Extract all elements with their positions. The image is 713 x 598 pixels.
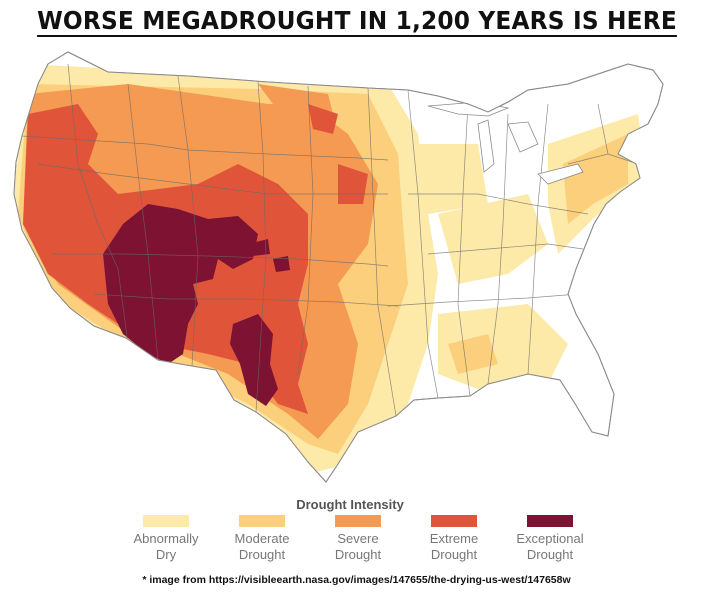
legend-title: Drought Intensity: [296, 497, 404, 512]
image-credit: * image from https://visibleearth.nasa.g…: [142, 574, 571, 586]
legend: Abnormally Dry Moderate Drought Severe D…: [118, 515, 598, 565]
legend-swatch: [527, 515, 573, 527]
legend-label: Extreme Drought: [429, 531, 479, 562]
legend-item-extreme-drought: Extreme Drought: [406, 515, 502, 565]
legend-swatch: [143, 515, 189, 527]
legend-item-exceptional-drought: Exceptional Drought: [502, 515, 598, 565]
exceptional-drought-areas: [103, 204, 290, 406]
legend-label: Exceptional Drought: [516, 531, 584, 562]
headline: WORSE MEGADROUGHT IN 1,200 YEARS IS HERE: [0, 6, 713, 37]
legend-swatch: [335, 515, 381, 527]
state-borders: [21, 63, 639, 417]
drought-map: [8, 44, 708, 484]
legend-label: Severe Drought: [334, 531, 382, 562]
legend-label: Moderate Drought: [234, 531, 290, 562]
drought-map-svg: [13, 51, 664, 483]
legend-label: Abnormally Dry: [133, 531, 199, 562]
headline-text: WORSE MEGADROUGHT IN 1,200 YEARS IS HERE: [36, 6, 677, 37]
legend-item-moderate-drought: Moderate Drought: [214, 515, 310, 565]
legend-item-severe-drought: Severe Drought: [310, 515, 406, 565]
legend-swatch: [239, 515, 285, 527]
legend-swatch: [431, 515, 477, 527]
legend-item-abnormally-dry: Abnormally Dry: [118, 515, 214, 565]
us-outline: [13, 51, 664, 483]
